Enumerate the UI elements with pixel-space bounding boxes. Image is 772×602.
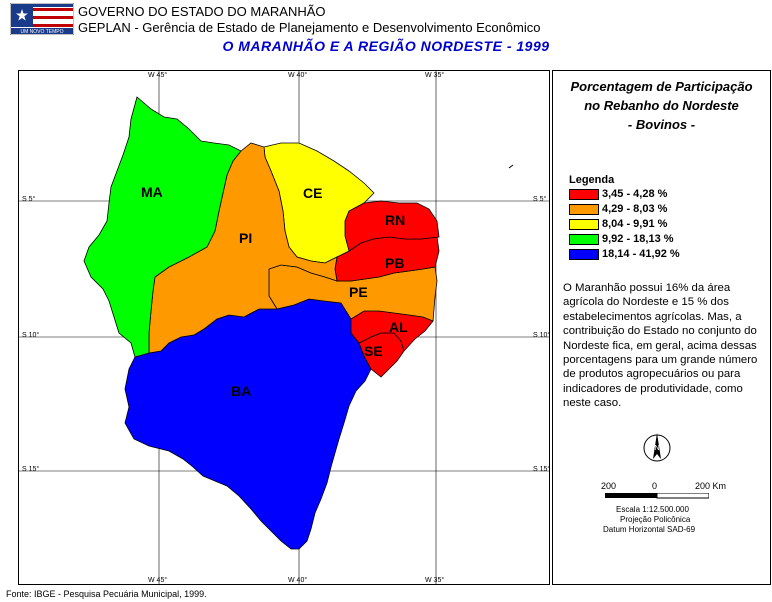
legend-swatch — [569, 189, 599, 200]
label-RN: RN — [385, 212, 405, 228]
label-BA: BA — [231, 383, 251, 399]
label-CE: CE — [303, 185, 322, 201]
coord-left-s15: S 15° — [22, 466, 40, 473]
north-arrow-icon: N — [643, 429, 671, 467]
legend-title: Legenda — [569, 174, 615, 186]
source-footer: Fonte: IBGE - Pesquisa Pecuária Municipa… — [6, 589, 207, 599]
header-line-1: GOVERNO DO ESTADO DO MARANHÃO — [78, 4, 326, 19]
coord-right-s5: S 5° — [533, 196, 547, 203]
info-panel: Porcentagem de Participação no Rebanho d… — [552, 70, 771, 585]
coord-bottom-w45: W 45° — [148, 577, 168, 584]
projection-text: Projeção Policônica — [620, 515, 691, 524]
coord-top-w40: W 40° — [288, 72, 308, 79]
coord-bottom-w35: W 35° — [425, 577, 445, 584]
panel-title-line-1: Porcentagem de Participação — [570, 79, 753, 94]
label-MA: MA — [141, 184, 163, 200]
label-PB: PB — [385, 255, 404, 271]
legend-label: 3,45 - 4,28 % — [602, 188, 668, 200]
coord-left-s5: S 5° — [22, 196, 36, 203]
legend-label: 9,92 - 18,13 % — [602, 233, 674, 245]
legend-label: 4,29 - 8,03 % — [602, 203, 668, 215]
svg-text:N: N — [654, 445, 659, 452]
legend-swatch — [569, 249, 599, 260]
legend-label: 18,14 - 41,92 % — [602, 248, 680, 260]
coord-right-s15: S 15° — [533, 466, 551, 473]
page-title: O MARANHÃO E A REGIÃO NORDESTE - 1999 — [222, 38, 550, 54]
coord-left-s10: S 10° — [22, 332, 40, 339]
legend-swatch — [569, 219, 599, 230]
scale-text: Escala 1:12.500.000 — [616, 505, 689, 514]
label-PE: PE — [349, 284, 368, 300]
legend-swatch — [569, 204, 599, 215]
panel-title: Porcentagem de Participação no Rebanho d… — [553, 77, 770, 134]
scale-label-left: 200 — [601, 481, 617, 491]
coord-top-w45: W 45° — [148, 72, 168, 79]
description-text: O Maranhão possui 16% da área agrícola d… — [563, 282, 758, 410]
scale-bar: 200 0 200 Km Escala 1:12.500.000 Projeçã… — [601, 481, 771, 571]
panel-title-line-3: - Bovinos - — [627, 117, 696, 132]
datum-text: Datum Horizontal SAD-69 — [603, 525, 696, 534]
legend-label: 8,04 - 9,91 % — [602, 218, 668, 230]
scale-label-right: 200 Km — [695, 481, 727, 491]
logo-text: UM NOVO TEMPO — [21, 29, 64, 35]
legend-swatch — [569, 234, 599, 245]
coord-right-s10: S 10° — [533, 332, 551, 339]
state-MA — [83, 96, 242, 358]
coord-bottom-w40: W 40° — [288, 577, 308, 584]
map-frame: MA PI CE RN PB PE AL SE BA — [18, 70, 550, 585]
panel-title-line-2: no Rebanho do Nordeste — [584, 98, 739, 113]
header-line-2: GEPLAN - Gerência de Estado de Planejame… — [78, 20, 541, 35]
label-AL: AL — [389, 319, 408, 335]
coord-top-w35: W 35° — [425, 72, 445, 79]
government-logo: UM NOVO TEMPO — [9, 2, 75, 36]
label-PI: PI — [239, 230, 252, 246]
label-SE: SE — [364, 343, 383, 359]
scale-label-mid: 0 — [652, 481, 658, 491]
